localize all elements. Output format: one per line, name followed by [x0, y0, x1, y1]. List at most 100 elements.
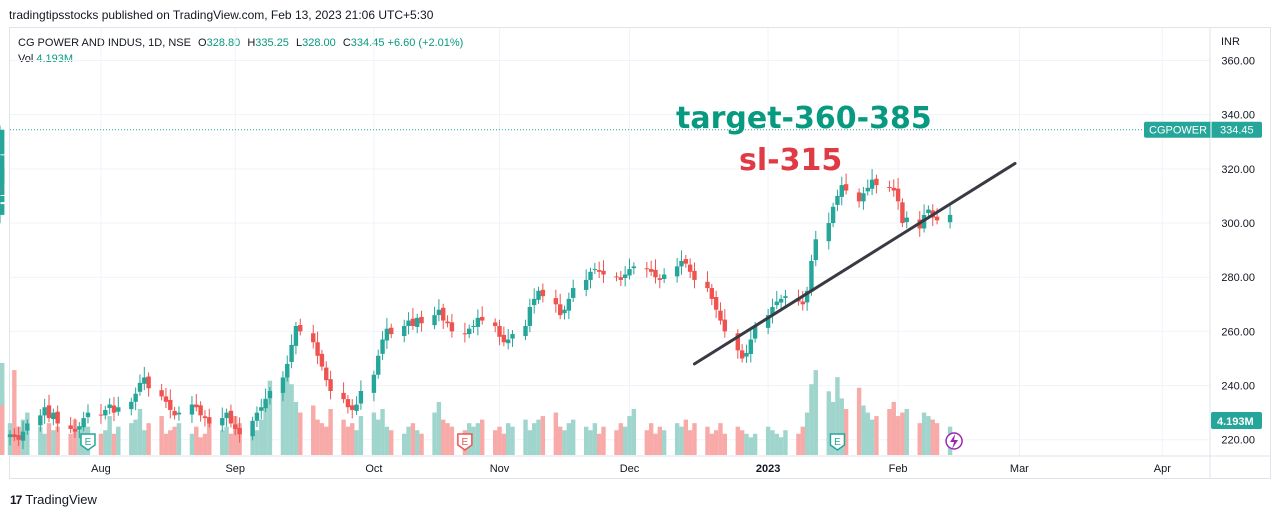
legend-close-label: C — [342, 37, 351, 49]
candle-body — [159, 390, 164, 397]
candle-body — [380, 339, 385, 354]
volume-bar — [384, 426, 390, 455]
candle-body — [523, 325, 528, 336]
time-tick-label: Dec — [620, 463, 640, 475]
candle-body — [16, 435, 21, 440]
volume-bar — [583, 426, 589, 455]
volume-bar — [224, 426, 229, 455]
time-tick-label: Aug — [91, 463, 111, 475]
candle-body — [250, 420, 255, 437]
volume-bar — [930, 419, 935, 455]
volume-bar — [601, 426, 606, 455]
candle-body — [20, 431, 26, 441]
candle-body — [220, 418, 225, 426]
candle-body — [492, 322, 498, 326]
price-tick-label: 280.00 — [1221, 272, 1255, 284]
candle-body — [0, 195, 5, 200]
volume-bar — [350, 423, 355, 455]
candle-body — [410, 318, 416, 326]
candle-body — [861, 193, 866, 202]
candle-body — [280, 377, 286, 393]
volume-bar — [618, 423, 624, 455]
volume-bar — [553, 412, 559, 455]
volume-bar — [98, 433, 104, 455]
trendline[interactable] — [692, 161, 1017, 366]
candle-body — [644, 268, 650, 270]
volume-bar — [233, 416, 238, 455]
volume-bar — [614, 430, 619, 455]
volume-bar — [592, 423, 598, 455]
volume-bar — [163, 433, 169, 455]
candle-body — [415, 317, 420, 327]
volume-bar — [111, 433, 117, 455]
volume-bar — [220, 430, 225, 455]
candle-body — [376, 355, 381, 375]
volume-bar — [445, 423, 450, 455]
price-tick-label: 300.00 — [1221, 218, 1255, 230]
candle-body — [315, 342, 320, 356]
candle-body — [618, 277, 624, 280]
volume-bar — [298, 412, 303, 455]
time-axis[interactable]: Aug Sep Oct Nov Dec 2023 Feb Mar Apr — [91, 463, 1171, 475]
volume-bar — [12, 370, 17, 455]
candle-body — [445, 321, 450, 324]
volume-bar — [735, 426, 740, 455]
price-tick-label: 240.00 — [1221, 381, 1255, 393]
volume-bar — [189, 433, 195, 455]
volume-bar — [319, 423, 325, 455]
candle-body — [588, 271, 593, 280]
volume-bar — [133, 419, 138, 455]
candle-body — [687, 264, 693, 272]
candle-body — [12, 434, 17, 438]
volume-tag-label: 4.193M — [1217, 416, 1254, 428]
candle-body — [68, 425, 73, 429]
candle-body — [0, 190, 5, 196]
volume-bar — [557, 426, 563, 455]
candle-body — [874, 178, 879, 186]
candle-body — [224, 412, 229, 419]
candle-body — [0, 179, 5, 193]
volume-bar — [856, 387, 862, 455]
candle-body — [237, 427, 242, 435]
target-annotation[interactable]: target-360-385 — [676, 101, 932, 136]
legend-vol-value: 4.193M — [36, 53, 74, 65]
candle-body — [146, 376, 151, 389]
currency-label: INR — [1221, 36, 1240, 48]
candle-body — [713, 296, 719, 310]
candle-body — [207, 417, 212, 424]
volume-bar — [103, 430, 108, 455]
candle-body — [116, 407, 121, 412]
volume-bar — [228, 433, 234, 455]
volume-bar — [718, 423, 723, 455]
volume-bar — [839, 398, 844, 455]
price-axis[interactable]: 360.00 340.00 320.00 300.00 280.00 260.00 240.… — [1221, 56, 1255, 447]
candle-body — [718, 310, 723, 321]
candle-body — [293, 325, 299, 346]
volume-bar — [172, 426, 177, 455]
grid — [10, 28, 1270, 479]
candle-body — [25, 423, 30, 431]
volume-bar — [371, 412, 377, 455]
stoploss-annotation[interactable]: sl-315 — [739, 143, 842, 178]
candle-body — [735, 333, 740, 351]
volume-bar — [687, 430, 693, 455]
candle-body — [285, 363, 290, 378]
chart-frame[interactable] — [9, 27, 1271, 479]
candle-body — [891, 187, 896, 191]
candle-body — [497, 325, 502, 337]
volume-bar — [38, 426, 43, 455]
volume-bar — [315, 419, 320, 455]
volume-bar — [406, 426, 411, 455]
volume-bar — [159, 416, 164, 455]
volume-bar — [280, 391, 286, 455]
volume-bar — [809, 384, 814, 455]
candle-body — [614, 276, 619, 278]
candle-body — [436, 309, 442, 316]
earnings-icon — [457, 433, 473, 451]
volume-bar — [622, 426, 628, 455]
volume-bar — [510, 426, 515, 455]
volume-bar — [51, 430, 56, 455]
volume-bar — [345, 426, 351, 455]
time-tick-label: Oct — [365, 463, 382, 475]
